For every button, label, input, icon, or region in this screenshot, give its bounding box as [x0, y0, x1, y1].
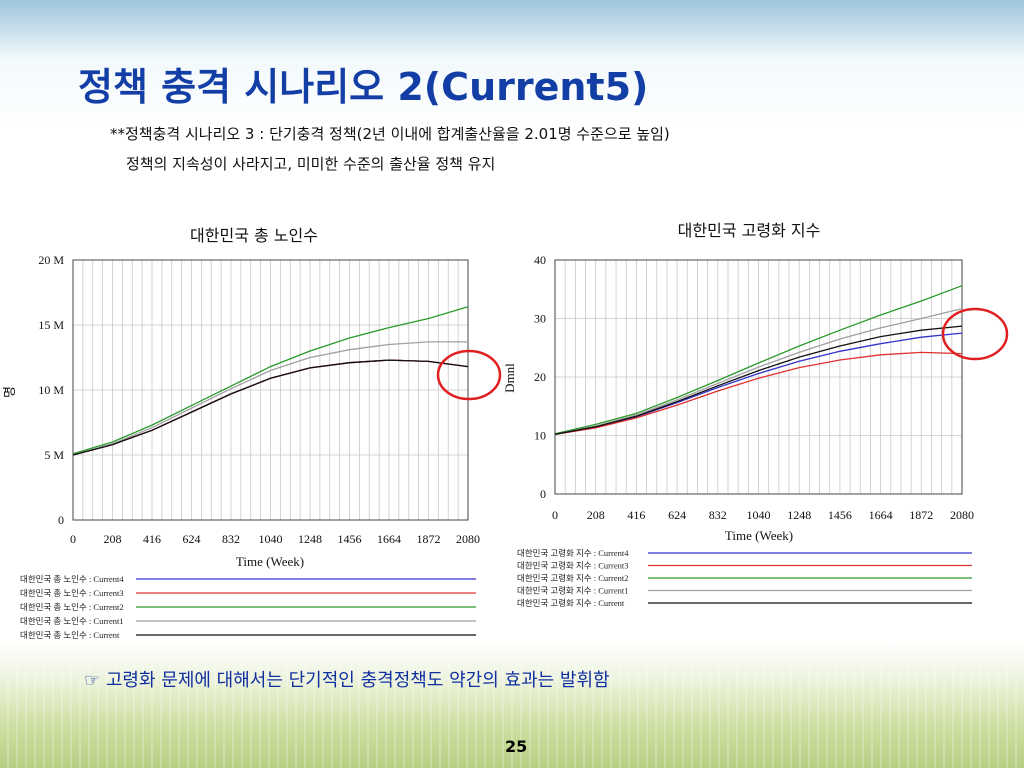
- x-tick-label: 624: [668, 508, 686, 522]
- x-tick-label: 832: [222, 532, 240, 546]
- y-tick-label: 10 M: [38, 383, 64, 397]
- x-axis-label: Time (Week): [725, 528, 793, 543]
- x-tick-label: 0: [552, 508, 558, 522]
- x-tick-label: 416: [143, 532, 161, 546]
- page-number: 25: [505, 737, 528, 756]
- series-line: [554, 325, 963, 435]
- x-tick-label: 1456: [338, 532, 362, 546]
- highlight-circle: [436, 349, 502, 401]
- x-tick-label: 1872: [417, 532, 441, 546]
- y-axis-label: 명: [2, 386, 17, 398]
- y-axis-label: Dmnl: [502, 363, 517, 393]
- y-tick-label: 30: [534, 312, 546, 326]
- x-tick-label: 416: [627, 508, 645, 522]
- series-line: [72, 306, 469, 455]
- y-tick-label: 20: [534, 370, 546, 384]
- x-tick-label: 1456: [828, 508, 852, 522]
- chart-title: 대한민국 고령화 지수: [678, 221, 821, 240]
- legend-label: 대한민국 총 노인수 : Current4: [20, 574, 124, 584]
- legend-label: 대한민국 고령화 지수 : Current1: [517, 586, 628, 596]
- series-line: [554, 285, 963, 435]
- x-tick-label: 2080: [456, 532, 480, 546]
- legend-label: 대한민국 총 노인수 : Current3: [20, 588, 124, 598]
- plot-frame: [72, 259, 469, 521]
- legend-label: 대한민국 총 노인수 : Current: [20, 630, 120, 640]
- x-tick-label: 208: [104, 532, 122, 546]
- series-line: [72, 359, 469, 456]
- x-tick-label: 1872: [909, 508, 933, 522]
- series-line: [72, 341, 468, 456]
- slide-subtitle-line2: 정책의 지속성이 사라지고, 미미한 수준의 출산율 정책 유지: [126, 155, 496, 173]
- chart-title: 대한민국 총 노인수: [190, 226, 318, 245]
- legend-label: 대한민국 고령화 지수 : Current: [517, 598, 625, 608]
- x-tick-label: 832: [709, 508, 727, 522]
- background-sky-gradient: [0, 0, 1024, 130]
- legend-label: 대한민국 총 노인수 : Current2: [20, 602, 124, 612]
- y-tick-label: 20 M: [38, 253, 64, 267]
- slide-subtitle-line1: **정책충격 시나리오 3 : 단기충격 정책(2년 이내에 합계출산율을 2.…: [110, 125, 670, 143]
- y-tick-label: 5 M: [44, 448, 64, 462]
- legend-label: 대한민국 고령화 지수 : Current2: [517, 573, 628, 583]
- x-tick-label: 1248: [298, 532, 322, 546]
- x-tick-label: 208: [587, 508, 605, 522]
- y-tick-label: 40: [534, 253, 546, 267]
- y-tick-label: 0: [540, 487, 546, 501]
- slide-title: 정책 충격 시나리오 2(Current5): [78, 65, 649, 109]
- x-tick-label: 1040: [259, 532, 283, 546]
- y-tick-label: 15 M: [38, 318, 64, 332]
- legend-label: 대한민국 고령화 지수 : Current4: [517, 548, 629, 558]
- series-line: [554, 351, 963, 435]
- legend-label: 대한민국 고령화 지수 : Current3: [517, 561, 628, 571]
- x-tick-label: 1040: [747, 508, 771, 522]
- x-tick-label: 0: [70, 532, 76, 546]
- legend-label: 대한민국 총 노인수 : Current1: [20, 616, 124, 626]
- y-tick-label: 0: [58, 513, 64, 527]
- x-axis-label: Time (Week): [236, 554, 304, 569]
- y-tick-label: 10: [534, 429, 546, 443]
- x-tick-label: 1664: [377, 532, 401, 546]
- x-tick-label: 1248: [787, 508, 811, 522]
- background-grass: [0, 640, 1024, 768]
- x-tick-label: 1664: [869, 508, 893, 522]
- highlight-circle: [941, 307, 1009, 361]
- plot-frame: [554, 259, 963, 495]
- series-line: [554, 307, 963, 435]
- x-tick-label: 624: [183, 532, 201, 546]
- x-tick-label: 2080: [950, 508, 974, 522]
- conclusion-note: ☞ 고령화 문제에 대해서는 단기적인 충격정책도 약간의 효과는 발휘함: [84, 670, 610, 691]
